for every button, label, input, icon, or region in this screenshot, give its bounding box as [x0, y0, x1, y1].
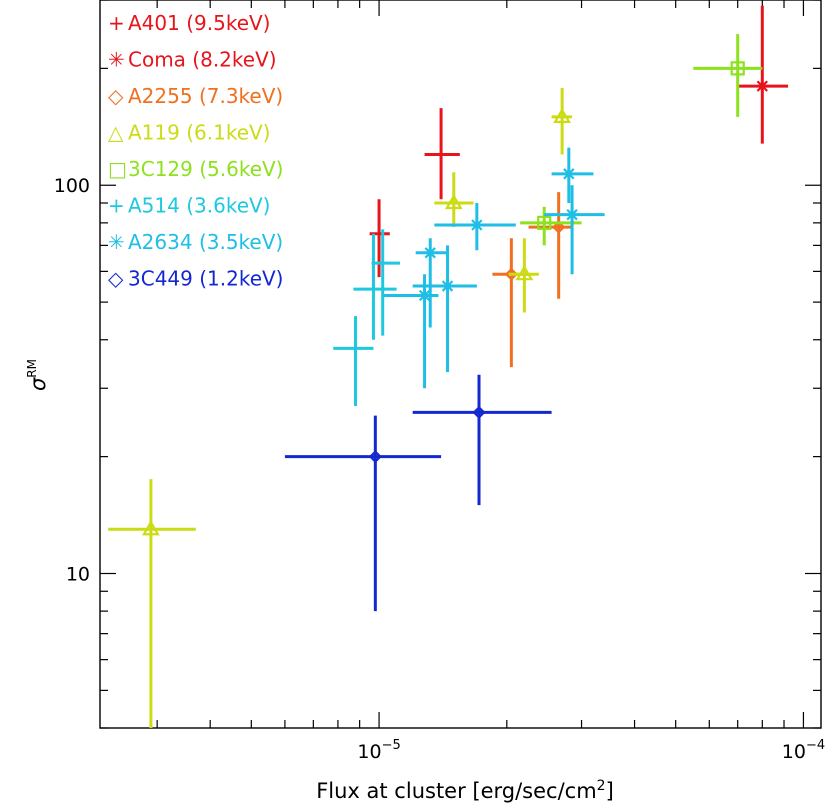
series-7: [284, 374, 552, 612]
series-6: [382, 147, 605, 389]
legend-symbol: +: [108, 194, 125, 218]
data-point: [551, 88, 573, 155]
square-marker: [537, 215, 552, 230]
legend-symbol: ✳: [108, 48, 125, 72]
legend-label: A2634 (3.5keV): [128, 230, 283, 254]
data-point: [353, 233, 397, 340]
asterisk-marker: [469, 217, 484, 232]
legend-label: 3C129 (5.6keV): [128, 157, 284, 181]
data-point: [544, 185, 605, 275]
legend-item: ◇ A2255 (7.3keV): [108, 84, 283, 108]
legend: + A401 (9.5keV)✳ Coma (8.2keV)◇ A2255 (7.3k…: [108, 11, 284, 291]
data-point: [415, 238, 448, 328]
diamond-marker: [552, 220, 566, 234]
data-point: [434, 203, 516, 251]
data-point: [737, 5, 789, 144]
data-point: [412, 245, 477, 373]
x-tick-label: 10−5: [357, 738, 400, 763]
legend-symbol: +: [108, 11, 125, 35]
plus-marker: [348, 341, 363, 356]
y-tick-label: 10: [66, 563, 90, 585]
axis-ticks: 10−5 10−4 10 100: [54, 0, 825, 763]
triangle-marker: [553, 107, 572, 123]
data-point: [551, 147, 594, 204]
series-2: [492, 192, 573, 368]
series-3: [108, 88, 573, 728]
plus-marker: [366, 282, 381, 297]
legend-item: △ A119 (6.1keV): [108, 121, 270, 145]
asterisk-marker: [440, 279, 455, 294]
y-axis-title: σRM: [25, 359, 50, 391]
square-marker: [730, 61, 745, 76]
asterisk-marker: [565, 207, 580, 222]
data-point: [371, 229, 400, 336]
legend-item: ◇ 3C449 (1.2keV): [108, 267, 284, 291]
data-point: [508, 238, 539, 313]
legend-label: A514 (3.6keV): [128, 194, 270, 218]
data-point: [412, 374, 552, 506]
data-point: [434, 172, 474, 228]
asterisk-marker: [561, 166, 576, 181]
triangle-marker: [141, 520, 160, 536]
triangle-marker: [444, 193, 463, 210]
legend-symbol: ◇: [108, 267, 124, 291]
legend-item: + A514 (3.6keV): [108, 194, 270, 218]
data-point: [693, 34, 763, 117]
legend-symbol: △: [108, 121, 124, 145]
diamond-marker: [472, 405, 486, 419]
legend-item: + A401 (9.5keV): [108, 11, 270, 35]
legend-label: A2255 (7.3keV): [128, 84, 283, 108]
plot-axes: [99, 0, 822, 729]
data-point: [333, 316, 374, 407]
data-point: [424, 108, 460, 200]
y-tick-label: 100: [54, 175, 90, 197]
legend-item: ✳ A2634 (3.5keV): [108, 230, 283, 254]
legend-label: A401 (9.5keV): [128, 11, 270, 35]
series-5: [333, 229, 400, 407]
plus-marker: [375, 256, 390, 271]
data-point: [284, 415, 442, 612]
asterisk-marker: [755, 79, 770, 94]
asterisk-marker: [423, 245, 438, 260]
legend-symbol: ◇: [108, 84, 124, 108]
legend-label: Coma (8.2keV): [128, 48, 277, 72]
legend-item: □ 3C129 (5.6keV): [108, 157, 284, 181]
data-point: [108, 479, 196, 728]
x-tick-label: 10−4: [782, 738, 825, 763]
legend-symbol: □: [108, 157, 127, 181]
series-1: [737, 5, 789, 144]
legend-label: A119 (6.1keV): [128, 121, 270, 145]
plot-frame: [99, 0, 822, 729]
diamond-marker: [504, 267, 518, 281]
data-point: [528, 192, 573, 299]
asterisk-marker: [417, 288, 432, 303]
data-series: [108, 5, 789, 728]
legend-item: ✳ Coma (8.2keV): [108, 48, 277, 72]
plus-marker: [434, 147, 449, 162]
legend-label: 3C449 (1.2keV): [128, 267, 284, 291]
diamond-marker: [368, 450, 382, 464]
legend-symbol: ✳: [108, 230, 125, 254]
x-axis-title: Flux at cluster [erg/sec/cm2]: [316, 778, 614, 803]
triangle-marker: [515, 265, 534, 281]
